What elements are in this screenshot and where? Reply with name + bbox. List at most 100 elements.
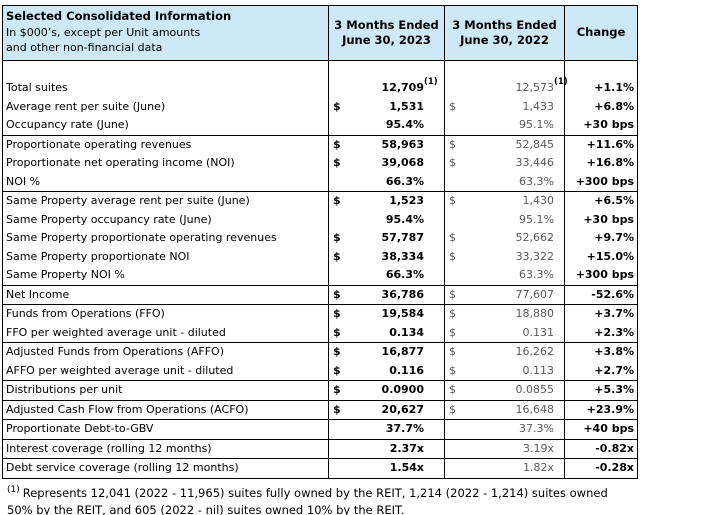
amount-2022: 0.0855	[515, 383, 555, 396]
value-2023-cell: 37.7%	[328, 420, 444, 440]
dollar-sign: $	[449, 345, 456, 358]
row-label: Distributions per unit	[3, 381, 328, 401]
change-value: -52.6%	[564, 285, 637, 305]
change-value: +9.7%	[564, 229, 637, 248]
amount-2022: 52,662	[515, 231, 555, 244]
row-label: FFO per weighted average unit - diluted	[3, 324, 328, 343]
value-2022-cell	[444, 60, 564, 79]
value-2022-cell: $0.131	[444, 323, 564, 343]
dollar-sign: $	[333, 383, 341, 396]
value-2023-cell: $0.134	[328, 323, 444, 343]
dollar-sign: $	[333, 137, 341, 151]
value-2022-cell: $16,262	[444, 343, 564, 362]
amount-2022: 1,430	[522, 194, 555, 207]
dollar-sign: $	[333, 363, 341, 377]
value-2023-cell: 2.37x	[328, 439, 444, 459]
change-value: +3.7%	[564, 305, 637, 324]
value-2023-cell	[328, 60, 444, 79]
dollar-sign: $	[449, 156, 456, 169]
financial-table: Selected Consolidated Information In $00…	[2, 5, 638, 479]
amount-2022: 16,262	[515, 345, 555, 358]
amount-2023: 38,334	[381, 249, 424, 263]
value-2022-cell: 63.3%	[444, 266, 564, 286]
footnote-marker: (1)	[7, 485, 20, 495]
amount-2022: 77,607	[515, 287, 555, 301]
footnote-ref: (1)	[424, 77, 438, 87]
amount-2022: 1.82x	[522, 461, 554, 474]
dollar-sign: $	[333, 402, 341, 416]
value-2022-cell: 1.82x	[444, 459, 564, 478]
dollar-sign: $	[333, 99, 341, 113]
amount-2023: 1,523	[389, 194, 424, 207]
change-value: +2.3%	[564, 323, 637, 343]
value-2022-cell: $0.0855	[444, 381, 564, 401]
value-2023-cell: $39,068	[328, 154, 444, 173]
value-2023-cell: $57,787	[328, 229, 444, 248]
amount-2022: 63.3%	[519, 268, 554, 281]
amount-2022: 0.131	[522, 325, 555, 339]
dollar-sign: $	[449, 194, 456, 207]
value-2023-cell: $38,334	[328, 247, 444, 266]
value-2022-cell: $33,322	[444, 247, 564, 266]
value-2022-cell: 95.1%	[444, 116, 564, 136]
change-value: +300 bps	[564, 266, 637, 286]
change-value: -0.82x	[564, 439, 637, 459]
dollar-sign: $	[449, 383, 456, 396]
row-label: Same Property proportionate NOI	[6, 249, 190, 263]
amount-2022: 0.113	[522, 363, 555, 377]
change-value: +11.6%	[564, 135, 637, 154]
change-value	[564, 60, 637, 79]
amount-2022: 95.1%	[519, 212, 554, 226]
value-2023-cell: $20,627	[328, 400, 444, 420]
change-value: +6.8%	[564, 97, 637, 116]
change-value: -0.28x	[564, 459, 637, 478]
dollar-sign: $	[333, 156, 341, 169]
dollar-sign: $	[333, 287, 341, 301]
row-label: NOI %	[3, 173, 328, 192]
dollar-sign: $	[449, 402, 456, 416]
footnote-ref: (1)	[554, 77, 568, 87]
change-value: +15.0%	[564, 247, 637, 266]
change-value: +300 bps	[564, 172, 637, 192]
change-value: +2.7%	[564, 361, 637, 381]
amount-2023: 20,627	[381, 402, 424, 416]
footnote: (1) Represents 12,041 (2022 - 11,965) sui…	[7, 482, 705, 515]
dollar-sign: $	[449, 99, 456, 113]
row-label: Occupancy rate (June)	[3, 116, 328, 136]
dollar-sign: $	[333, 345, 341, 358]
row-label: Same Property occupancy rate (June)	[6, 212, 212, 226]
column-header-change-label: Change	[576, 25, 626, 40]
amount-2022: 33,322	[515, 249, 555, 263]
row-label: Proportionate net operating income (NOI)	[6, 156, 235, 169]
change-value: +1.1%	[564, 79, 637, 98]
footnote-line2: 50% by the REIT, and 605 (2022 - nil) su…	[7, 502, 405, 515]
amount-2022: 16,648	[515, 402, 555, 416]
amount-2022: 95.1%	[519, 118, 554, 131]
value-2023-cell: $16,877	[328, 343, 444, 362]
row-label: Total suites	[6, 81, 68, 94]
amount-2022: 33,446	[515, 156, 555, 169]
footnote-line1: Represents 12,041 (2022 - 11,965) suites…	[22, 485, 608, 500]
row-label: Net Income	[3, 286, 328, 305]
table-title-cell: Selected Consolidated Information In $00…	[3, 6, 328, 61]
value-2022-cell: 63.3%	[444, 172, 564, 192]
amount-2023: 2.37x	[389, 441, 424, 455]
amount-2022: 63.3%	[519, 174, 554, 188]
value-2022-cell: $52,662	[444, 229, 564, 248]
value-2023-cell: 66.3%	[328, 266, 444, 286]
table-subtitle-line2: and other non-financial data	[6, 41, 163, 54]
amount-2022: 37.3%	[519, 422, 554, 435]
dollar-sign: $	[333, 325, 341, 339]
row-label: Adjusted Funds from Operations (AFFO)	[6, 345, 224, 358]
row-label: AFFO per weighted average unit - diluted	[3, 362, 328, 381]
value-2022-cell: $18,880	[444, 305, 564, 324]
amount-2023: 16,877	[381, 345, 424, 358]
amount-2023: 58,963	[381, 137, 424, 151]
column-header-2022-line2: June 30, 2022	[460, 32, 549, 47]
value-2022-cell: $52,845	[444, 135, 564, 154]
row-label: Funds from Operations (FFO)	[6, 307, 165, 320]
dollar-sign: $	[333, 249, 341, 263]
dollar-sign: $	[449, 287, 456, 301]
change-value: +5.3%	[564, 381, 637, 401]
empty-cell	[3, 61, 328, 80]
